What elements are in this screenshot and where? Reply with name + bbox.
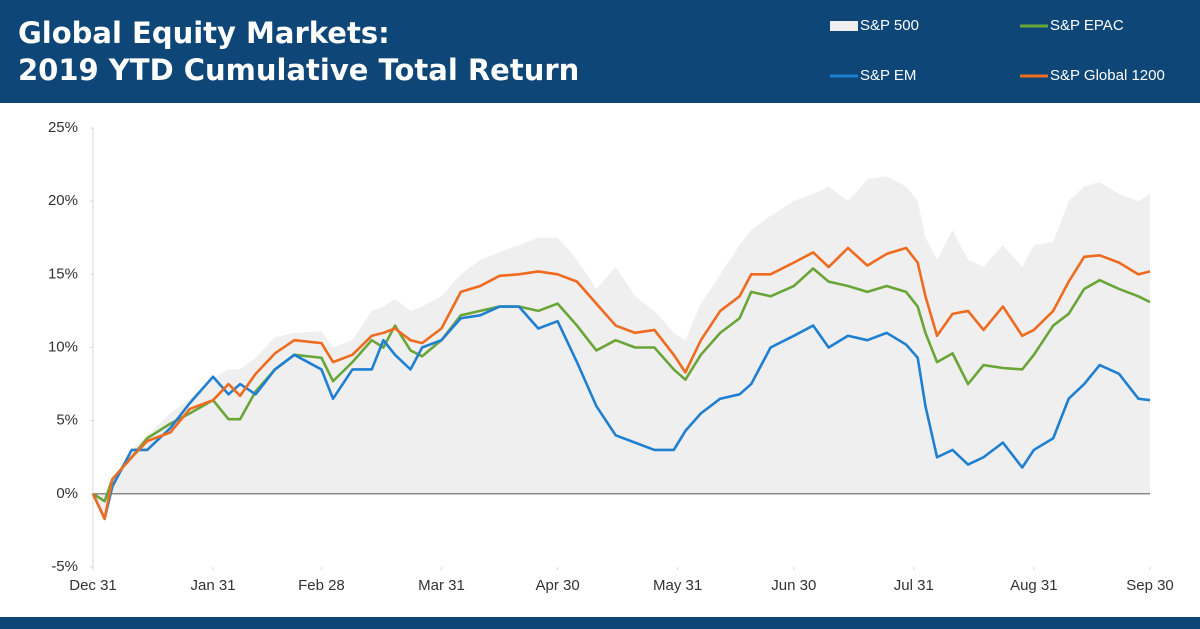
header-band [0, 0, 1200, 103]
line [91, 305, 1151, 521]
footer-band [0, 617, 1200, 629]
legend-label: S&P 500 [860, 17, 919, 34]
x-tick-label: Mar 31 [418, 577, 465, 594]
y-tick-label: 20% [48, 192, 78, 209]
x-tick-label: Feb 28 [298, 577, 345, 594]
x-tick-label: May 31 [653, 577, 702, 594]
x-tick-label: Apr 30 [536, 577, 580, 594]
x-tick-label: Dec 31 [69, 577, 117, 594]
chart-title: Global Equity Markets: [18, 16, 390, 50]
x-tick-label: Aug 31 [1010, 577, 1058, 594]
chart-title: 2019 YTD Cumulative Total Return [18, 53, 579, 87]
legend-swatch [830, 21, 858, 31]
legend-label: S&P EPAC [1050, 17, 1124, 34]
x-tick-label: Jul 31 [894, 577, 934, 594]
y-tick-label: 5% [56, 412, 78, 429]
area [93, 176, 1150, 524]
line [91, 246, 1151, 521]
y-tick-label: 25% [48, 119, 78, 136]
y-tick-label: 0% [56, 485, 78, 502]
y-tick-label: -5% [51, 558, 78, 575]
x-tick-label: Jun 30 [771, 577, 816, 594]
x-tick-label: Jan 31 [191, 577, 236, 594]
legend-label: S&P Global 1200 [1050, 67, 1165, 84]
y-tick-label: 10% [48, 338, 78, 355]
legend-label: S&P EM [860, 67, 916, 84]
y-tick-label: 15% [48, 265, 78, 282]
x-tick-label: Sep 30 [1126, 577, 1174, 594]
